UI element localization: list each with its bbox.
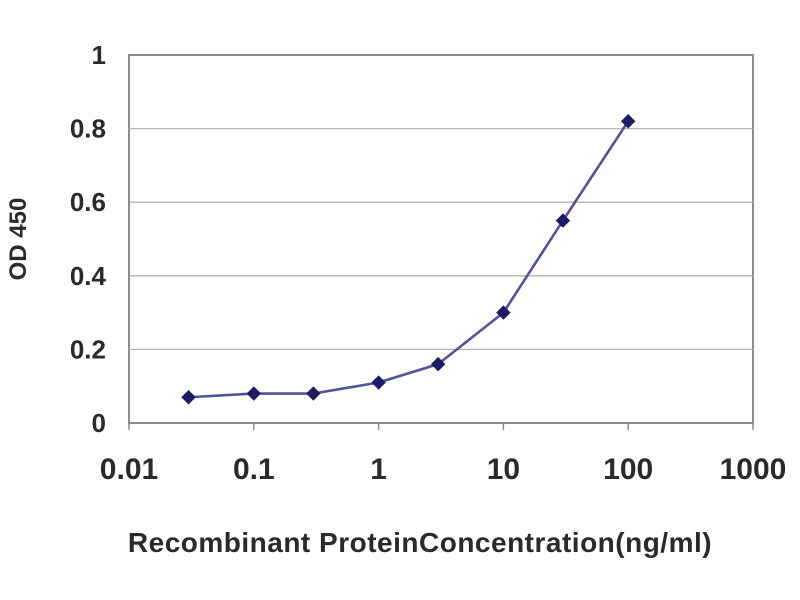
data-series [181,114,636,405]
y-tick-label: 1 [92,40,106,70]
y-tick-label: 0.8 [70,114,106,144]
data-point-marker [246,386,262,401]
data-point-marker [306,386,321,401]
x-axis-tick-labels: 0.01 0.1 1 10 100 1000 [100,453,787,486]
x-tick-label: 0.1 [233,453,275,486]
data-point-marker [496,305,511,320]
y-tick-label: 0.2 [70,334,106,364]
data-point-marker [430,356,446,372]
x-axis-title: Recombinant ProteinConcentration(ng/ml) [128,527,712,558]
x-tick-label: 10 [487,453,520,486]
y-axis-title: OD 450 [5,198,32,281]
y-tick-label: 0.4 [70,261,107,291]
gridlines [129,127,753,351]
x-axis-ticks [128,423,754,430]
data-point-marker [371,375,386,390]
x-tick-label: 100 [603,453,653,486]
y-tick-label: 0 [92,408,106,438]
x-tick-label: 1 [370,453,387,486]
x-tick-label: 1000 [720,453,787,486]
data-point-marker [181,390,196,405]
x-tick-label: 0.01 [100,453,158,486]
y-tick-label: 0.6 [70,187,106,217]
data-series-line [188,120,630,399]
data-point-marker [620,114,636,129]
data-point-marker [555,213,571,228]
y-axis-tick-labels: 0 0.2 0.4 0.6 0.8 1 [70,40,107,438]
